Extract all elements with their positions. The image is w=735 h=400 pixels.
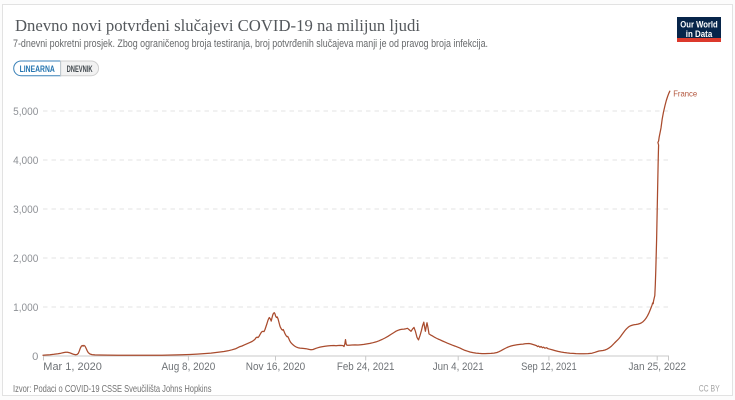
- svg-text:France: France: [673, 89, 697, 99]
- svg-text:Aug 8, 2020: Aug 8, 2020: [162, 361, 216, 373]
- svg-text:Sep 12, 2021: Sep 12, 2021: [521, 361, 577, 373]
- svg-text:1,000: 1,000: [13, 302, 38, 314]
- svg-text:Our World: Our World: [680, 20, 718, 30]
- svg-text:0: 0: [32, 351, 38, 363]
- svg-text:Nov 16, 2020: Nov 16, 2020: [246, 361, 306, 373]
- svg-text:CC BY: CC BY: [699, 383, 720, 393]
- svg-text:4,000: 4,000: [13, 155, 38, 167]
- svg-text:Mar 1, 2020: Mar 1, 2020: [43, 361, 102, 373]
- svg-text:3,000: 3,000: [13, 204, 38, 216]
- svg-text:in Data: in Data: [686, 29, 713, 39]
- svg-text:LINEARNA: LINEARNA: [20, 64, 56, 74]
- svg-text:7-dnevni pokretni prosjek. Zbo: 7-dnevni pokretni prosjek. Zbog ograniče…: [13, 38, 488, 50]
- svg-text:2,000: 2,000: [13, 253, 38, 265]
- svg-text:Dnevno novi potvrđeni slučajev: Dnevno novi potvrđeni slučajevi COVID-19…: [15, 16, 420, 35]
- svg-text:Feb 24, 2021: Feb 24, 2021: [337, 361, 395, 373]
- svg-text:DNEVNIK: DNEVNIK: [67, 64, 93, 74]
- svg-text:Jun 4, 2021: Jun 4, 2021: [433, 361, 484, 373]
- svg-text:5,000: 5,000: [13, 106, 38, 118]
- svg-text:Izvor: Podaci o COVID-19 CSSE: Izvor: Podaci o COVID-19 CSSE Sveučilišt…: [13, 383, 212, 395]
- svg-text:Jan 25, 2022: Jan 25, 2022: [628, 361, 686, 373]
